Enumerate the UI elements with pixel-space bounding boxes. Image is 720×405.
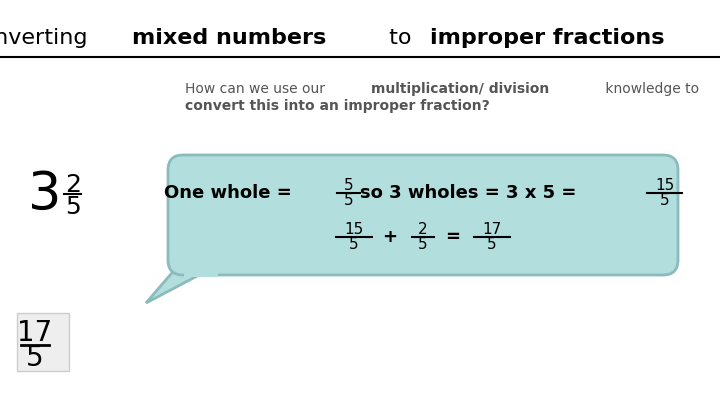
Text: 15: 15 (344, 222, 364, 237)
Text: 2: 2 (65, 173, 81, 197)
Text: Converting: Converting (0, 28, 94, 48)
Text: convert this into an improper fraction?: convert this into an improper fraction? (185, 99, 490, 113)
Text: How can we use our: How can we use our (185, 82, 329, 96)
Text: improper fractions: improper fractions (430, 28, 664, 48)
Text: =: = (445, 228, 459, 246)
FancyBboxPatch shape (168, 155, 678, 275)
Polygon shape (184, 259, 218, 277)
Text: multiplication/ division: multiplication/ division (372, 82, 549, 96)
Text: to: to (382, 28, 419, 48)
Text: mixed numbers: mixed numbers (132, 28, 326, 48)
Text: 17: 17 (482, 222, 502, 237)
Text: 3: 3 (28, 169, 61, 221)
Text: 5: 5 (660, 194, 670, 209)
Text: 15: 15 (654, 177, 674, 193)
Text: so 3 wholes = 3 x 5 =: so 3 wholes = 3 x 5 = (359, 184, 582, 202)
Text: 5: 5 (487, 237, 497, 252)
Text: 5: 5 (65, 195, 81, 219)
Text: 5: 5 (26, 344, 44, 372)
Text: 5: 5 (349, 237, 359, 252)
Text: knowledge to: knowledge to (601, 82, 699, 96)
Text: One whole =: One whole = (164, 184, 298, 202)
Text: 5: 5 (418, 237, 428, 252)
Text: +: + (382, 228, 397, 246)
Text: 5: 5 (343, 194, 353, 209)
FancyBboxPatch shape (17, 313, 69, 371)
Polygon shape (146, 260, 218, 303)
Text: 5: 5 (343, 177, 353, 193)
Text: 17: 17 (17, 319, 53, 347)
Text: 2: 2 (418, 222, 428, 237)
